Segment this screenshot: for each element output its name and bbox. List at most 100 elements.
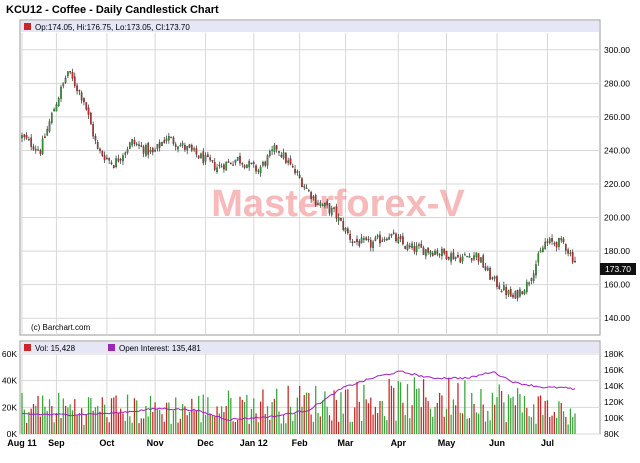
candle-body [324, 203, 326, 207]
volume-bar [321, 400, 324, 434]
candle-body [64, 78, 67, 83]
volume-bar [328, 415, 331, 434]
date-tick-label: Jun [489, 438, 505, 448]
candle-body [184, 145, 186, 150]
candle-body [466, 255, 468, 258]
candle-body [67, 71, 69, 77]
candle-body [434, 250, 436, 255]
volume-bar [120, 408, 122, 434]
candle-body [425, 249, 427, 257]
volume-bar [126, 394, 129, 434]
candle-body [470, 258, 473, 261]
volume-bar [388, 378, 390, 434]
candle-body [539, 250, 542, 253]
candle-body [452, 252, 455, 260]
volume-bar [246, 394, 248, 434]
candle-body [181, 143, 184, 146]
date-tick-label: Feb [292, 438, 309, 448]
candle-body [509, 289, 512, 297]
candle-body [503, 285, 505, 290]
candle-body [154, 149, 156, 152]
candle-body [386, 238, 388, 241]
volume-bar [145, 405, 147, 434]
price-tick-label: 280.00 [604, 78, 630, 88]
volume-bar [193, 410, 195, 434]
volume-bar [200, 422, 202, 434]
volume-bar [484, 421, 487, 434]
candle-body [516, 289, 519, 299]
volume-bar [500, 390, 503, 434]
volume-bar [103, 404, 106, 434]
volume-bar [319, 416, 321, 434]
volume-bar [138, 423, 140, 434]
volume-bar [287, 385, 289, 434]
candle-body [236, 156, 239, 161]
candle-body [356, 238, 358, 243]
volume-bar [131, 422, 133, 434]
volume-bar [386, 420, 388, 434]
candle-body [482, 255, 485, 268]
volume-bar [393, 387, 395, 434]
volume-bar [553, 411, 555, 434]
volume-bar [565, 416, 567, 434]
volume-bar [204, 415, 207, 434]
candle-body [301, 178, 303, 188]
volume-bar [301, 406, 303, 434]
volume-bar [241, 399, 243, 434]
volume-bar [340, 392, 342, 434]
volume-bar [510, 397, 512, 434]
candle-body [223, 164, 225, 170]
candle-body [89, 112, 92, 125]
candle-body [365, 237, 368, 240]
candle-body [243, 165, 246, 168]
volume-bar [425, 397, 427, 434]
candle-body [574, 260, 576, 263]
candle-body [307, 190, 310, 192]
date-tick-label: Jul [541, 438, 554, 448]
candle-body [429, 251, 432, 255]
volume-bar [289, 406, 292, 434]
candle-body [294, 169, 296, 174]
volume-bar [216, 406, 218, 434]
candle-body [197, 155, 200, 159]
candle-body [227, 161, 230, 163]
candle-body [101, 151, 104, 156]
candle-body [450, 253, 452, 262]
volume-bar [223, 412, 225, 434]
candle-body [303, 186, 306, 188]
candle-body [491, 277, 494, 279]
volume-bar [468, 418, 471, 434]
volume-bar [347, 389, 349, 434]
candle-body [190, 145, 193, 151]
volume-bar [202, 394, 204, 434]
volume-bar [452, 399, 455, 434]
volume-bar [459, 412, 461, 434]
volume-bar [491, 392, 494, 434]
candle-body [484, 266, 487, 270]
candle-body [122, 155, 124, 162]
volume-bar [67, 407, 69, 434]
candle-body [172, 137, 175, 144]
candle-body [473, 255, 475, 260]
volume-bar [429, 408, 432, 434]
volume-bar [214, 416, 216, 434]
volume-bar [76, 415, 78, 434]
volume-bar [168, 402, 170, 434]
volume-bar [523, 395, 526, 434]
candle-body [528, 282, 530, 285]
candle-body [408, 245, 411, 248]
volume-bar [420, 407, 422, 434]
price-tick-label: 300.00 [604, 45, 630, 55]
date-tick-label: Sep [48, 438, 65, 448]
candle-body [71, 71, 74, 79]
candle-body [496, 276, 498, 287]
candle-body [252, 162, 255, 164]
candle-body [333, 207, 335, 209]
candle-body [262, 161, 264, 166]
candle-body [548, 238, 551, 244]
volume-bar [477, 413, 480, 434]
candle-body [571, 252, 574, 263]
candle-body [422, 247, 425, 255]
volume-bar [211, 415, 214, 434]
